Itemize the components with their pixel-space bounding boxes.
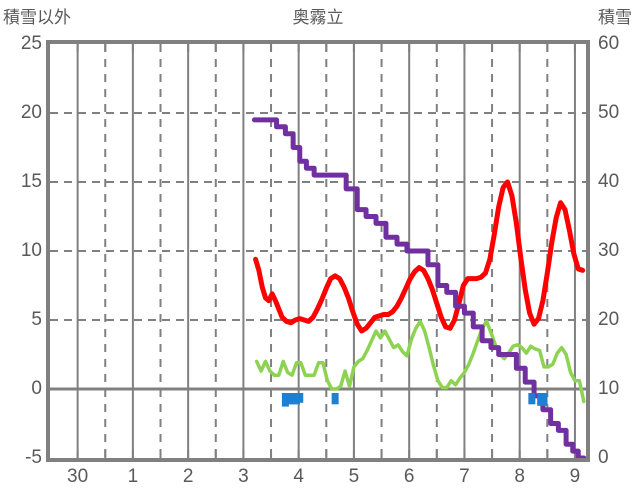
x-tick-label: 8 xyxy=(514,466,525,487)
temperature-line xyxy=(253,179,586,334)
x-tick-label: 1 xyxy=(127,466,139,487)
right-tick-label: 20 xyxy=(598,309,620,330)
x-tick-label: 4 xyxy=(293,466,304,487)
x-tick-label: 2 xyxy=(182,466,194,487)
precipitation-bar xyxy=(281,393,289,407)
left-tick-label: 15 xyxy=(20,171,42,192)
snow-depth-line xyxy=(251,117,586,458)
left-tick-label: 5 xyxy=(31,309,42,330)
right-tick-label: 10 xyxy=(598,378,620,399)
left-axis-title: 積雪以外 xyxy=(3,8,71,27)
precipitation-bar xyxy=(296,393,304,403)
x-tick-label: 9 xyxy=(569,466,581,487)
page-title: 奥霧立 xyxy=(292,8,344,27)
x-tick-label: 6 xyxy=(403,466,415,487)
plot-inner xyxy=(50,44,586,458)
left-tick-label: 20 xyxy=(20,102,42,123)
x-tick-label: 5 xyxy=(348,466,360,487)
left-tick-label: 10 xyxy=(20,240,42,261)
right-axis-title: 積雪 xyxy=(598,8,632,27)
chart-canvas xyxy=(50,44,586,458)
x-tick-label: 30 xyxy=(67,466,89,487)
right-tick-label: 40 xyxy=(598,171,620,192)
precipitation-bar xyxy=(331,393,339,405)
precipitation-bar xyxy=(540,393,548,406)
left-tick-label: -5 xyxy=(25,447,42,468)
secondary-line xyxy=(254,319,586,404)
precipitation-bar xyxy=(528,393,536,405)
plot-area xyxy=(46,40,590,462)
right-tick-label: 50 xyxy=(598,102,620,123)
left-tick-label: 0 xyxy=(31,378,42,399)
left-tick-label: 25 xyxy=(20,33,42,54)
right-tick-label: 60 xyxy=(598,33,620,54)
right-tick-label: 0 xyxy=(598,447,609,468)
x-tick-label: 3 xyxy=(238,466,249,487)
right-tick-label: 30 xyxy=(598,240,620,261)
x-tick-label: 7 xyxy=(459,466,470,487)
